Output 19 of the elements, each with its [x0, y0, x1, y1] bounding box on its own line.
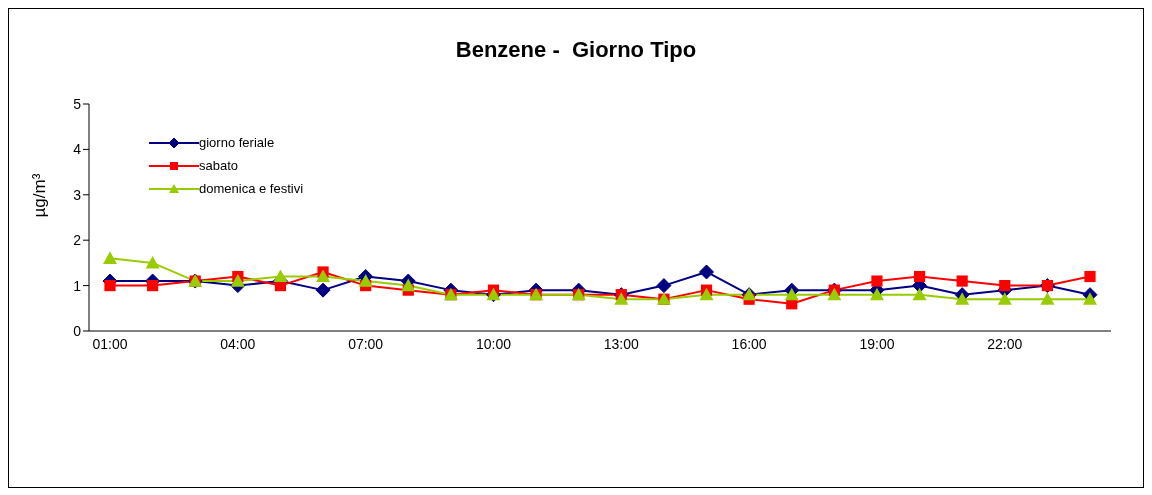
x-tick-label: 22:00 — [987, 335, 1023, 352]
x-tick-label: 10:00 — [475, 335, 512, 352]
x-tick-label: 04:00 — [220, 335, 256, 352]
legend-label: giorno feriale — [199, 135, 275, 150]
x-tick-label: 16:00 — [731, 335, 767, 352]
chart-title: Benzene - Giorno Tipo — [454, 37, 698, 63]
y-tick-label: 3 — [73, 186, 82, 203]
y-tick-label: 2 — [73, 232, 82, 249]
legend-label: domenica e festivi — [199, 181, 304, 196]
y-tick-label: 0 — [73, 322, 82, 339]
x-tick-label: 07:00 — [348, 335, 384, 352]
y-tick-label: 4 — [73, 141, 82, 158]
y-tick-label: 1 — [73, 277, 82, 294]
x-tick-label: 13:00 — [603, 335, 640, 352]
x-tick-label: 01:00 — [92, 335, 128, 352]
legend-label: sabato — [199, 158, 239, 173]
y-tick-label: 5 — [73, 95, 82, 112]
y-axis-title: µg/m³ — [30, 173, 50, 218]
x-tick-label: 19:00 — [859, 335, 895, 352]
